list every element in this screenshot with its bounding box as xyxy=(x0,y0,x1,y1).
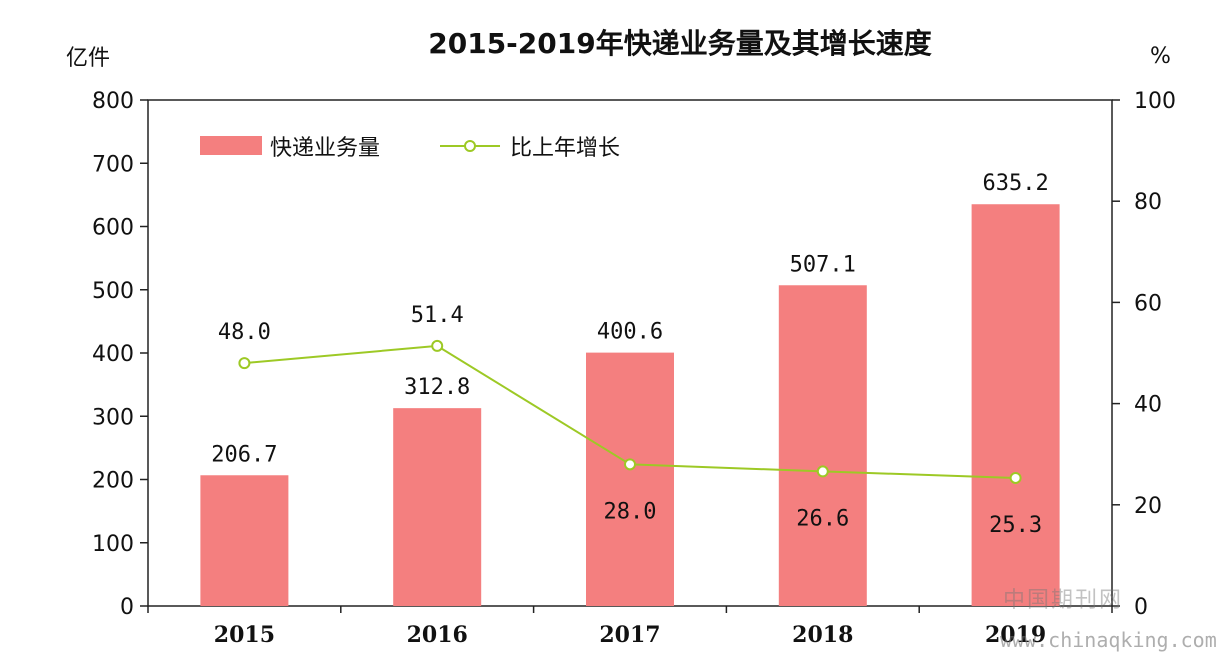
x-tick-label: 2015 xyxy=(214,622,275,648)
right-tick-label: 100 xyxy=(1134,89,1176,114)
bar xyxy=(586,352,674,606)
watermark-url: www.chinaqking.com xyxy=(1000,628,1217,652)
growth-point xyxy=(624,458,636,471)
growth-point xyxy=(238,357,251,370)
bar-value-label: 507.1 xyxy=(790,252,856,277)
left-tick-label: 600 xyxy=(92,216,134,241)
left-axis-unit: 亿件 xyxy=(66,46,111,71)
left-tick-label: 400 xyxy=(92,342,134,367)
bar-value-label: 312.8 xyxy=(404,375,470,400)
x-tick-label: 2019 xyxy=(985,622,1046,648)
bar xyxy=(778,285,867,606)
right-axis-unit: % xyxy=(1150,44,1171,69)
right-tick-label: 60 xyxy=(1134,291,1162,316)
left-tick-label: 100 xyxy=(92,532,134,557)
growth-value-label: 25.3 xyxy=(989,513,1042,538)
left-tick-label: 0 xyxy=(120,595,134,620)
bar xyxy=(971,204,1060,606)
x-tick-label: 2018 xyxy=(792,622,853,648)
left-tick-label: 300 xyxy=(92,405,134,430)
growth-value-label: 48.0 xyxy=(218,320,271,345)
bar-value-label: 635.2 xyxy=(982,171,1048,196)
chart-title: 2015-2019年快递业务量及其增长速度 xyxy=(428,27,932,60)
growth-point xyxy=(431,339,444,352)
left-tick-label: 700 xyxy=(92,152,134,177)
left-tick-label: 200 xyxy=(92,469,134,494)
right-tick-label: 20 xyxy=(1134,494,1162,519)
bar-value-label: 400.6 xyxy=(597,320,663,345)
legend-line-label: 比上年增长 xyxy=(510,136,620,161)
right-tick-label: 0 xyxy=(1134,595,1148,620)
bar xyxy=(200,475,289,606)
legend-line-marker xyxy=(464,140,476,152)
growth-point xyxy=(1009,471,1022,484)
x-tick-label: 2016 xyxy=(407,622,468,648)
left-tick-label: 500 xyxy=(92,279,134,304)
growth-point xyxy=(816,465,829,478)
x-tick-label: 2017 xyxy=(599,622,660,648)
bar-value-label: 206.7 xyxy=(211,442,277,467)
growth-value-label: 28.0 xyxy=(604,499,657,524)
left-tick-label: 800 xyxy=(92,89,134,114)
growth-value-label: 26.6 xyxy=(796,506,849,531)
right-tick-label: 80 xyxy=(1134,190,1162,215)
legend-bar-label: 快递业务量 xyxy=(270,136,380,161)
legend-bar-swatch xyxy=(200,136,262,155)
growth-value-label: 51.4 xyxy=(411,303,464,328)
bar xyxy=(393,408,482,606)
watermark-text: 中国期刊网 xyxy=(1003,588,1124,613)
right-tick-label: 40 xyxy=(1134,393,1162,418)
